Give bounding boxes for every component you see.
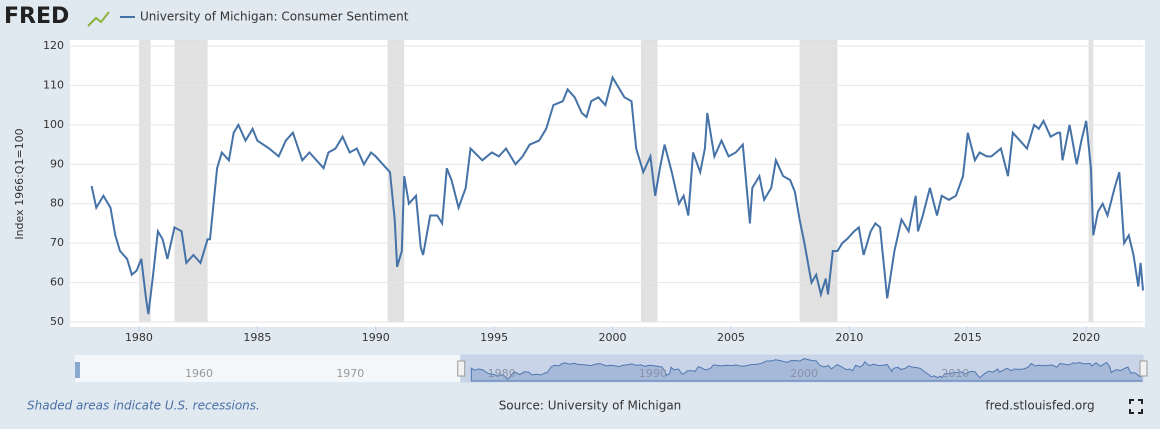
- x-tick-label: 2010: [835, 331, 863, 344]
- navigator-tick-label: 1980: [488, 367, 516, 380]
- navigator-tick-label: 1970: [336, 367, 364, 380]
- recession-band: [138, 40, 151, 322]
- x-tick-label: 1980: [125, 331, 153, 344]
- x-tick-label: 1995: [480, 331, 508, 344]
- plot-area: [70, 40, 1145, 327]
- fullscreen-button[interactable]: [1129, 399, 1143, 414]
- y-tick-label: 90: [50, 157, 64, 170]
- y-tick-label: 60: [50, 276, 64, 289]
- source: Source: University of Michigan: [499, 399, 682, 413]
- logo-icon: [87, 11, 110, 27]
- x-tick-label: 2020: [1072, 331, 1100, 344]
- navigator-handle[interactable]: [75, 362, 80, 378]
- x-tick-label: 2015: [954, 331, 982, 344]
- x-tick-label: 2005: [717, 331, 745, 344]
- y-tick-label: 70: [50, 236, 64, 249]
- recession-band: [640, 40, 658, 322]
- y-tick-label: 50: [50, 315, 64, 328]
- navigator-selection: [460, 354, 1144, 383]
- y-tick-label: 120: [43, 39, 64, 52]
- y-tick-label: 110: [43, 78, 64, 91]
- recession-band: [387, 40, 405, 322]
- navigator-handle[interactable]: [1139, 360, 1148, 377]
- x-tick-label: 1990: [362, 331, 390, 344]
- navigator-tick-label: 1990: [639, 367, 667, 380]
- legend-label[interactable]: University of Michigan: Consumer Sentime…: [140, 10, 409, 24]
- recession-note: Shaded areas indicate U.S. recessions.: [27, 399, 260, 413]
- navigator-tick-label: 2000: [790, 367, 818, 380]
- data-line: [90, 74, 1144, 315]
- navigator-tick-label: 1960: [185, 367, 213, 380]
- site-link[interactable]: fred.stlouisfed.org: [985, 399, 1094, 413]
- navigator-tick-label: 2010: [941, 367, 969, 380]
- recession-band: [174, 40, 208, 322]
- x-tick-label: 1985: [243, 331, 271, 344]
- x-tick-label: 2000: [599, 331, 627, 344]
- logo: FRED: [4, 4, 69, 29]
- navigator-area: [470, 358, 1144, 382]
- y-tick-label: 80: [50, 197, 64, 210]
- y-axis-title: Index 1966:Q1=100: [13, 128, 26, 239]
- recession-band: [799, 40, 838, 322]
- y-tick-label: 100: [43, 118, 64, 131]
- navigator-handle[interactable]: [457, 360, 466, 377]
